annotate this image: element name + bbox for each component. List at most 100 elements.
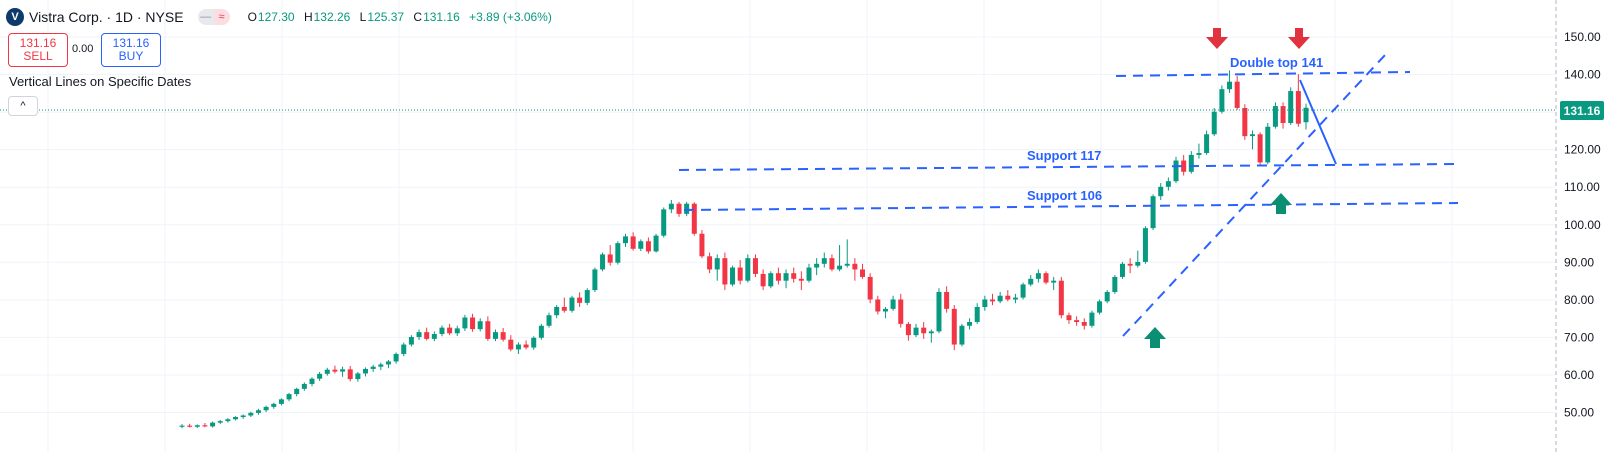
chevron-up-icon[interactable]: ^ — [8, 96, 38, 116]
candle-body — [515, 344, 521, 350]
candle-body — [982, 299, 988, 307]
candle — [837, 245, 843, 272]
candle-body — [210, 422, 216, 427]
candle-body — [401, 344, 407, 354]
candle — [554, 305, 560, 319]
candle — [286, 392, 292, 402]
uptrend-line[interactable] — [1122, 53, 1387, 337]
candle — [355, 371, 361, 382]
candle-body — [454, 328, 460, 334]
candle-body — [890, 299, 896, 309]
candle — [1051, 276, 1057, 291]
price-axis[interactable]: 150.00140.00130.00120.00110.00100.0090.0… — [1555, 0, 1604, 452]
candle — [1150, 194, 1156, 231]
price-tick-label: 90.00 — [1564, 255, 1594, 269]
candle — [515, 342, 521, 354]
close-value: 131.16 — [423, 10, 460, 24]
candle — [462, 314, 468, 332]
candle-body — [737, 267, 743, 281]
candle-body — [1242, 107, 1248, 137]
candle-body — [233, 417, 239, 420]
candle — [630, 232, 636, 251]
candle-body — [844, 263, 850, 266]
price-axis-ticks: 150.00140.00130.00120.00110.00100.0090.0… — [1564, 30, 1601, 420]
candle — [661, 207, 667, 238]
candle-body — [676, 203, 682, 214]
candle — [653, 233, 659, 253]
candle — [852, 258, 858, 281]
last-price-value: 131.16 — [1564, 104, 1601, 118]
candle-body — [577, 297, 583, 303]
candle-body — [332, 369, 338, 372]
candle-body — [1295, 91, 1301, 124]
candle-body — [783, 273, 789, 281]
candle — [263, 405, 269, 413]
candle-body — [1280, 106, 1286, 123]
candle-body — [355, 373, 361, 380]
candle — [477, 318, 483, 332]
candle-body — [951, 308, 957, 345]
candle — [1242, 104, 1248, 140]
candle — [951, 305, 957, 351]
candle-body — [1066, 315, 1072, 321]
candle — [844, 239, 850, 268]
candle-body — [653, 235, 659, 252]
candle-body — [974, 306, 980, 323]
close-label: C — [413, 10, 423, 24]
vistra-logo[interactable]: V — [6, 8, 24, 26]
buy-button[interactable]: 131.16 BUY — [101, 33, 161, 67]
candle — [967, 318, 973, 330]
arrow-up-icon — [1270, 193, 1292, 214]
candle — [187, 423, 193, 428]
wave-icon[interactable]: ≈ — [213, 9, 230, 25]
candle-body — [1119, 263, 1125, 277]
candle-body — [202, 425, 208, 427]
candle — [722, 252, 728, 291]
candle — [370, 364, 376, 372]
candle — [569, 295, 575, 313]
candle — [523, 340, 529, 350]
buy-price: 131.16 — [112, 36, 150, 50]
price-tick-label: 140.00 — [1564, 68, 1601, 82]
candle — [278, 398, 284, 406]
double-top-line[interactable] — [1115, 71, 1411, 77]
minus-icon[interactable]: — — [197, 9, 214, 25]
candle — [959, 323, 965, 347]
candle-body — [1012, 297, 1018, 300]
candle — [454, 325, 460, 336]
price-tick-label: 80.00 — [1564, 293, 1594, 307]
candles-layer — [179, 70, 1309, 429]
low-label: L — [359, 10, 367, 24]
indicator-title[interactable]: Vertical Lines on Specific Dates — [9, 74, 192, 89]
candle-body — [187, 425, 193, 427]
candle — [301, 382, 307, 391]
chart-mode-toggle[interactable]: — ≈ — [197, 9, 230, 25]
projection-line[interactable] — [1299, 79, 1337, 165]
candle — [775, 267, 781, 285]
candle — [240, 414, 246, 419]
candle — [1295, 74, 1301, 127]
candle — [882, 306, 888, 319]
candle — [622, 233, 628, 247]
candle — [332, 365, 338, 374]
candle-body — [294, 388, 300, 395]
support-117-line[interactable] — [678, 163, 1459, 171]
candle — [890, 295, 896, 311]
candle — [860, 263, 866, 279]
sell-button[interactable]: 131.16 SELL — [8, 33, 68, 67]
support-106-line[interactable] — [683, 202, 1459, 211]
candle — [691, 202, 697, 236]
candle-body — [1272, 106, 1278, 127]
candle — [1288, 87, 1294, 125]
candle-body — [248, 412, 254, 416]
candle-body — [439, 327, 445, 335]
symbol-title[interactable]: Vistra Corp. · 1D · NYSE — [29, 9, 184, 25]
candle — [1181, 154, 1187, 176]
candle-body — [1165, 181, 1171, 187]
candle — [875, 295, 881, 315]
candle-body — [554, 306, 560, 316]
candle-body — [944, 291, 950, 309]
candle — [538, 323, 544, 340]
price-tick-label: 150.00 — [1564, 30, 1601, 44]
